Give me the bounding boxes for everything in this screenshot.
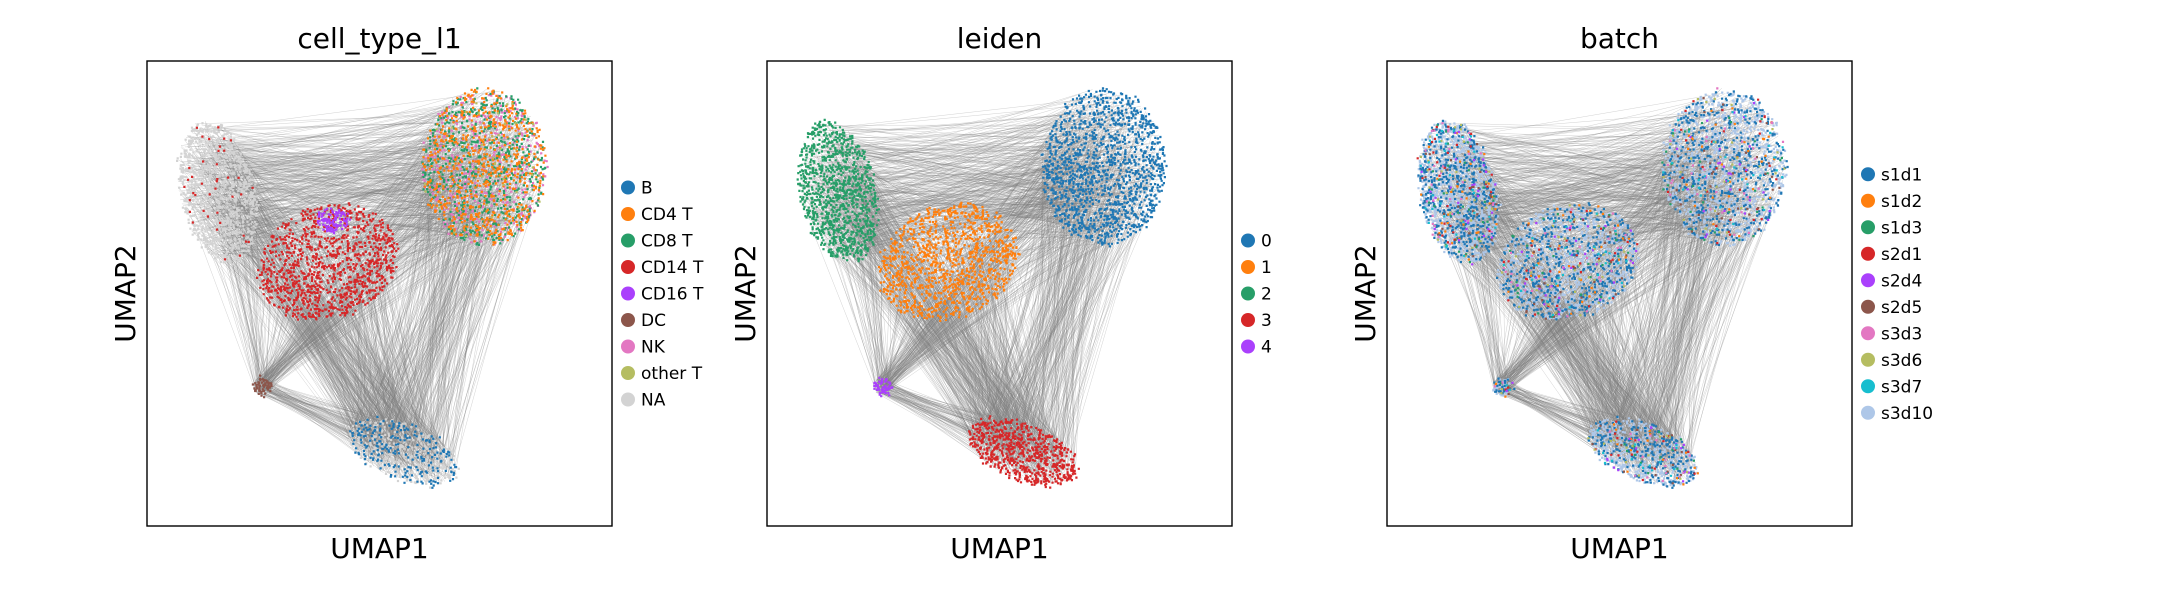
graph-edges	[177, 88, 544, 484]
points-s2d4	[1420, 130, 1497, 266]
legend-marker	[621, 392, 635, 407]
legend-label: 3	[1261, 311, 1272, 331]
points-CD16-T	[316, 207, 351, 235]
legend-label: CD8 T	[641, 232, 693, 252]
axes-frame	[766, 60, 1233, 527]
points-NA	[176, 122, 260, 266]
points-cluster-0	[1040, 87, 1168, 248]
points-s3d3	[1493, 381, 1504, 388]
points-NA	[348, 418, 460, 489]
legend-marker	[1861, 379, 1875, 394]
legend-label: s2d5	[1881, 298, 1922, 318]
points-s2d4	[1505, 381, 1514, 393]
x-axis-label: UMAP1	[330, 532, 429, 565]
panel-cell-type-l1: cell_type_l1 UMAP1 UMAP2 B CD4 T CD8 T CD14…	[109, 22, 704, 565]
chart-title: leiden	[957, 22, 1043, 55]
legend-marker	[1241, 339, 1255, 354]
legend-marker	[621, 233, 635, 248]
legend-label: s1d1	[1881, 165, 1922, 185]
points-s2d1	[1504, 386, 1510, 391]
legend-marker	[1241, 260, 1255, 274]
points-s3d7	[1505, 384, 1512, 391]
points-cluster-3	[968, 415, 1080, 489]
points-s1d2	[1494, 382, 1507, 398]
legend-label: s3d10	[1881, 404, 1933, 424]
legend: 0 1 2 3 4	[1241, 232, 1272, 358]
points-cluster-1	[877, 201, 1021, 322]
y-axis-label: UMAP2	[1349, 244, 1382, 343]
chart-title: batch	[1580, 22, 1659, 55]
legend-marker	[1241, 286, 1255, 301]
legend-label: CD4 T	[641, 205, 693, 225]
points-s1d1	[1662, 90, 1789, 247]
x-axis-label: UMAP1	[950, 532, 1049, 565]
legend-label: CD16 T	[641, 285, 704, 305]
legend-label: 2	[1261, 285, 1272, 305]
legend-marker	[621, 207, 635, 221]
points-CD14-T	[256, 202, 400, 321]
legend-label: s2d1	[1881, 245, 1922, 265]
legend-marker	[1861, 246, 1875, 261]
points-cluster-2	[796, 118, 881, 263]
plot-area-cell-type-l1	[176, 87, 549, 489]
graph-edges	[1418, 87, 1785, 485]
legend-marker	[621, 339, 635, 354]
legend-marker	[621, 366, 635, 380]
points-s3d10	[1417, 119, 1503, 263]
legend-label: B	[641, 179, 653, 199]
legend: B CD4 T CD8 T CD14 T CD16 T DC NK other T NA	[621, 179, 704, 411]
axes-frame	[1386, 60, 1853, 527]
legend-marker	[1861, 299, 1875, 314]
legend-label: s1d2	[1881, 192, 1922, 212]
legend-marker	[621, 180, 635, 195]
legend-label: s3d3	[1881, 324, 1922, 344]
legend-label: CD14 T	[641, 258, 704, 278]
legend-label: s3d7	[1881, 377, 1922, 397]
legend-label: s1d3	[1881, 218, 1922, 238]
legend-label: NA	[641, 391, 666, 411]
points-s3d6	[1500, 388, 1503, 395]
legend-marker	[621, 286, 635, 301]
legend-label: 0	[1261, 232, 1272, 252]
legend-marker	[1861, 326, 1875, 341]
legend-marker	[1861, 405, 1875, 420]
plot-area-leiden	[796, 87, 1168, 489]
panel-leiden: leiden UMAP1 UMAP2 0 1 2 3 4	[729, 22, 1272, 565]
graph-edges	[797, 88, 1165, 485]
legend-marker	[1861, 352, 1875, 367]
points-s1d1	[1417, 119, 1500, 264]
legend-marker	[621, 313, 635, 327]
legend-marker	[1861, 193, 1875, 208]
points-s3d6	[1500, 204, 1626, 317]
legend-label: 4	[1261, 338, 1272, 358]
x-axis-label: UMAP1	[1570, 532, 1669, 565]
points-cluster-4	[873, 376, 894, 398]
points-s3d10	[1661, 91, 1788, 247]
points-CD4-T	[422, 87, 547, 246]
chart-title: cell_type_l1	[297, 22, 461, 55]
legend-marker	[621, 260, 635, 274]
y-axis-label: UMAP2	[109, 244, 142, 343]
legend-label: 1	[1261, 258, 1272, 278]
legend-label: NK	[641, 338, 666, 358]
y-axis-label: UMAP2	[729, 244, 762, 343]
legend-marker	[1861, 220, 1875, 235]
points-s1d1	[1493, 377, 1516, 395]
legend-label: s3d6	[1881, 351, 1922, 371]
axes-frame	[146, 60, 613, 527]
legend-marker	[1241, 313, 1255, 327]
legend-marker	[1861, 273, 1875, 288]
legend-label: s2d4	[1881, 271, 1922, 291]
points-s3d10	[1496, 204, 1640, 320]
plot-area-batch	[1416, 87, 1789, 489]
panel-batch: batch UMAP1 UMAP2 s1d1 s1d2 s1d3 s2d1 s2d4 s2…	[1349, 22, 1933, 565]
points-DC	[251, 374, 273, 399]
legend-marker	[1241, 233, 1255, 248]
legend: s1d1 s1d2 s1d3 s2d1 s2d4 s2d5 s3d3 s3d6 s3d7 s3d1…	[1861, 165, 1933, 424]
legend-label: DC	[641, 311, 666, 331]
legend-label: other T	[641, 364, 703, 384]
legend-marker	[1861, 167, 1875, 182]
